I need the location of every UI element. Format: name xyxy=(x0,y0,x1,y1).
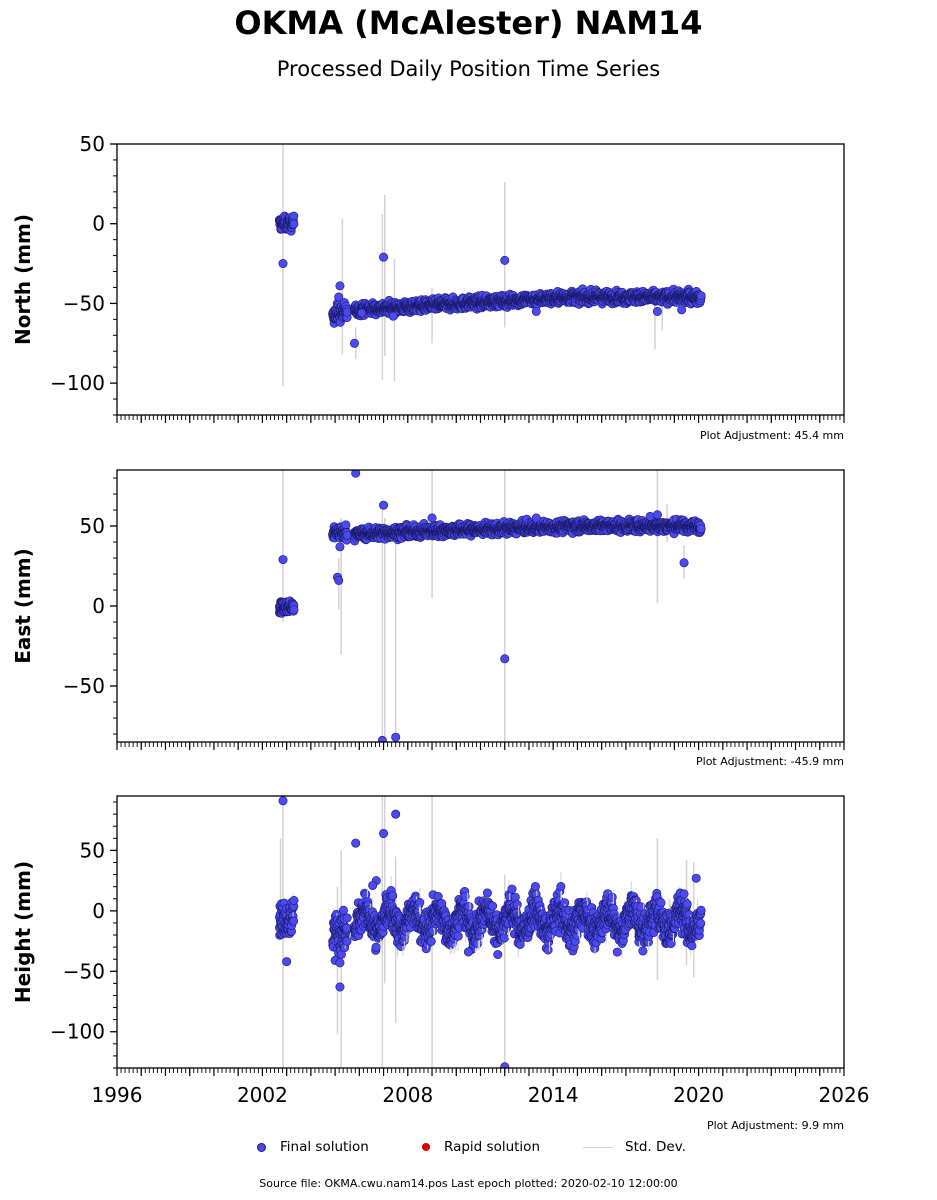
data-point xyxy=(482,888,492,898)
panel-1: 50 0 −50 East (mm) xyxy=(11,469,845,750)
outlier-point xyxy=(379,252,389,262)
outlier-point xyxy=(531,306,541,316)
y-tick-label: −100 xyxy=(50,371,105,395)
data-point xyxy=(488,901,498,911)
data-point xyxy=(512,900,522,910)
outlier-point xyxy=(278,555,288,565)
data-point xyxy=(426,936,436,946)
outlier-point xyxy=(335,542,345,552)
plot-area xyxy=(274,470,706,742)
outlier-point xyxy=(652,510,662,520)
outlier-point xyxy=(652,306,662,316)
data-point xyxy=(696,524,706,534)
data-point xyxy=(289,605,299,615)
y-axis-label: North (mm) xyxy=(11,214,35,345)
y-tick-label: 50 xyxy=(80,132,105,156)
data-point xyxy=(453,931,463,941)
data-point xyxy=(338,905,348,915)
axes-frame xyxy=(116,469,845,743)
outlier-point xyxy=(427,513,437,523)
y-tick-label: 0 xyxy=(92,594,105,618)
data-point xyxy=(371,942,381,952)
outlier-point xyxy=(379,500,389,510)
data-point xyxy=(342,307,352,317)
data-point xyxy=(388,891,398,901)
data-point xyxy=(464,901,474,911)
plot-area xyxy=(274,144,706,387)
outlier-point xyxy=(278,259,288,269)
data-point xyxy=(289,219,299,229)
outlier-point xyxy=(388,311,398,321)
plot-area xyxy=(274,796,706,1068)
outlier-point xyxy=(335,281,345,291)
chart-title: OKMA (McAlester) NAM14 xyxy=(234,4,703,42)
data-point xyxy=(499,933,509,943)
y-tick-label: 50 xyxy=(80,514,105,538)
data-point xyxy=(342,913,352,923)
axes-frame xyxy=(116,143,845,416)
outlier-point xyxy=(531,513,541,523)
outlier-point xyxy=(677,305,687,315)
y-tick-label: −50 xyxy=(63,674,105,698)
outlier-point xyxy=(349,338,359,348)
y-tick-label: 0 xyxy=(92,212,105,236)
data-point xyxy=(342,923,352,933)
outlier-point xyxy=(334,575,344,585)
data-point xyxy=(289,211,299,221)
outlier-point xyxy=(645,511,655,521)
data-point xyxy=(289,895,299,905)
chart-subtitle: Processed Daily Position Time Series xyxy=(276,57,661,81)
data-point xyxy=(696,291,706,301)
data-point xyxy=(510,892,520,902)
y-axis-label: East (mm) xyxy=(11,548,35,664)
data-point xyxy=(342,936,352,946)
data-point xyxy=(341,520,351,530)
y-tick-label: −50 xyxy=(63,291,105,315)
panel-0: 50 0 −50 −100 North (mm) xyxy=(11,132,845,423)
outlier-point xyxy=(679,558,689,568)
outlier-point xyxy=(500,654,510,664)
data-point xyxy=(289,916,299,926)
data-point xyxy=(472,939,482,949)
data-point xyxy=(530,881,540,891)
outlier-point xyxy=(500,255,510,265)
data-point xyxy=(493,949,503,959)
outlier-point xyxy=(357,308,367,318)
outlier-point xyxy=(391,732,401,742)
outlier-point xyxy=(334,292,344,302)
